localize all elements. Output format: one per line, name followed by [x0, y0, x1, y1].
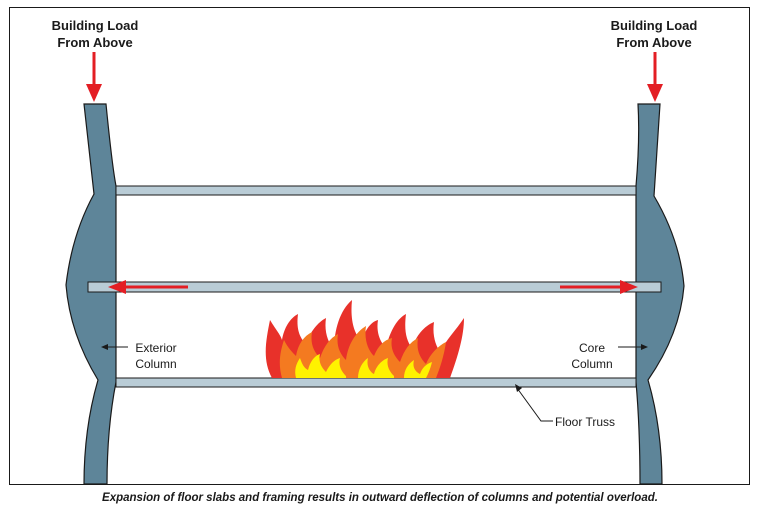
core-column-leader: [618, 344, 648, 350]
expansion-arrow-left: [108, 280, 188, 294]
load-arrow-left: [86, 52, 102, 102]
exterior-column-leader: [101, 344, 128, 350]
expansion-arrow-right: [560, 280, 638, 294]
building-load-label-right: Building Load From Above: [610, 18, 698, 50]
figure-caption: Expansion of floor slabs and framing res…: [102, 492, 658, 504]
diagram-frame: [9, 7, 750, 485]
lower-floor-truss: [115, 377, 637, 388]
upper-floor-beam: [115, 185, 637, 196]
core-column: [635, 103, 685, 485]
heated-floor-beam: [87, 281, 662, 293]
floor-truss-label: Floor Truss: [555, 415, 616, 429]
core-column-label: Core Column: [571, 341, 613, 371]
load-arrow-right: [647, 52, 663, 102]
floor-truss-leader: [515, 384, 553, 422]
exterior-column-label: Exterior Column: [135, 341, 177, 371]
exterior-column: [65, 103, 117, 485]
building-load-label-left: Building Load From Above: [51, 18, 139, 50]
fire-icon: [265, 300, 464, 378]
